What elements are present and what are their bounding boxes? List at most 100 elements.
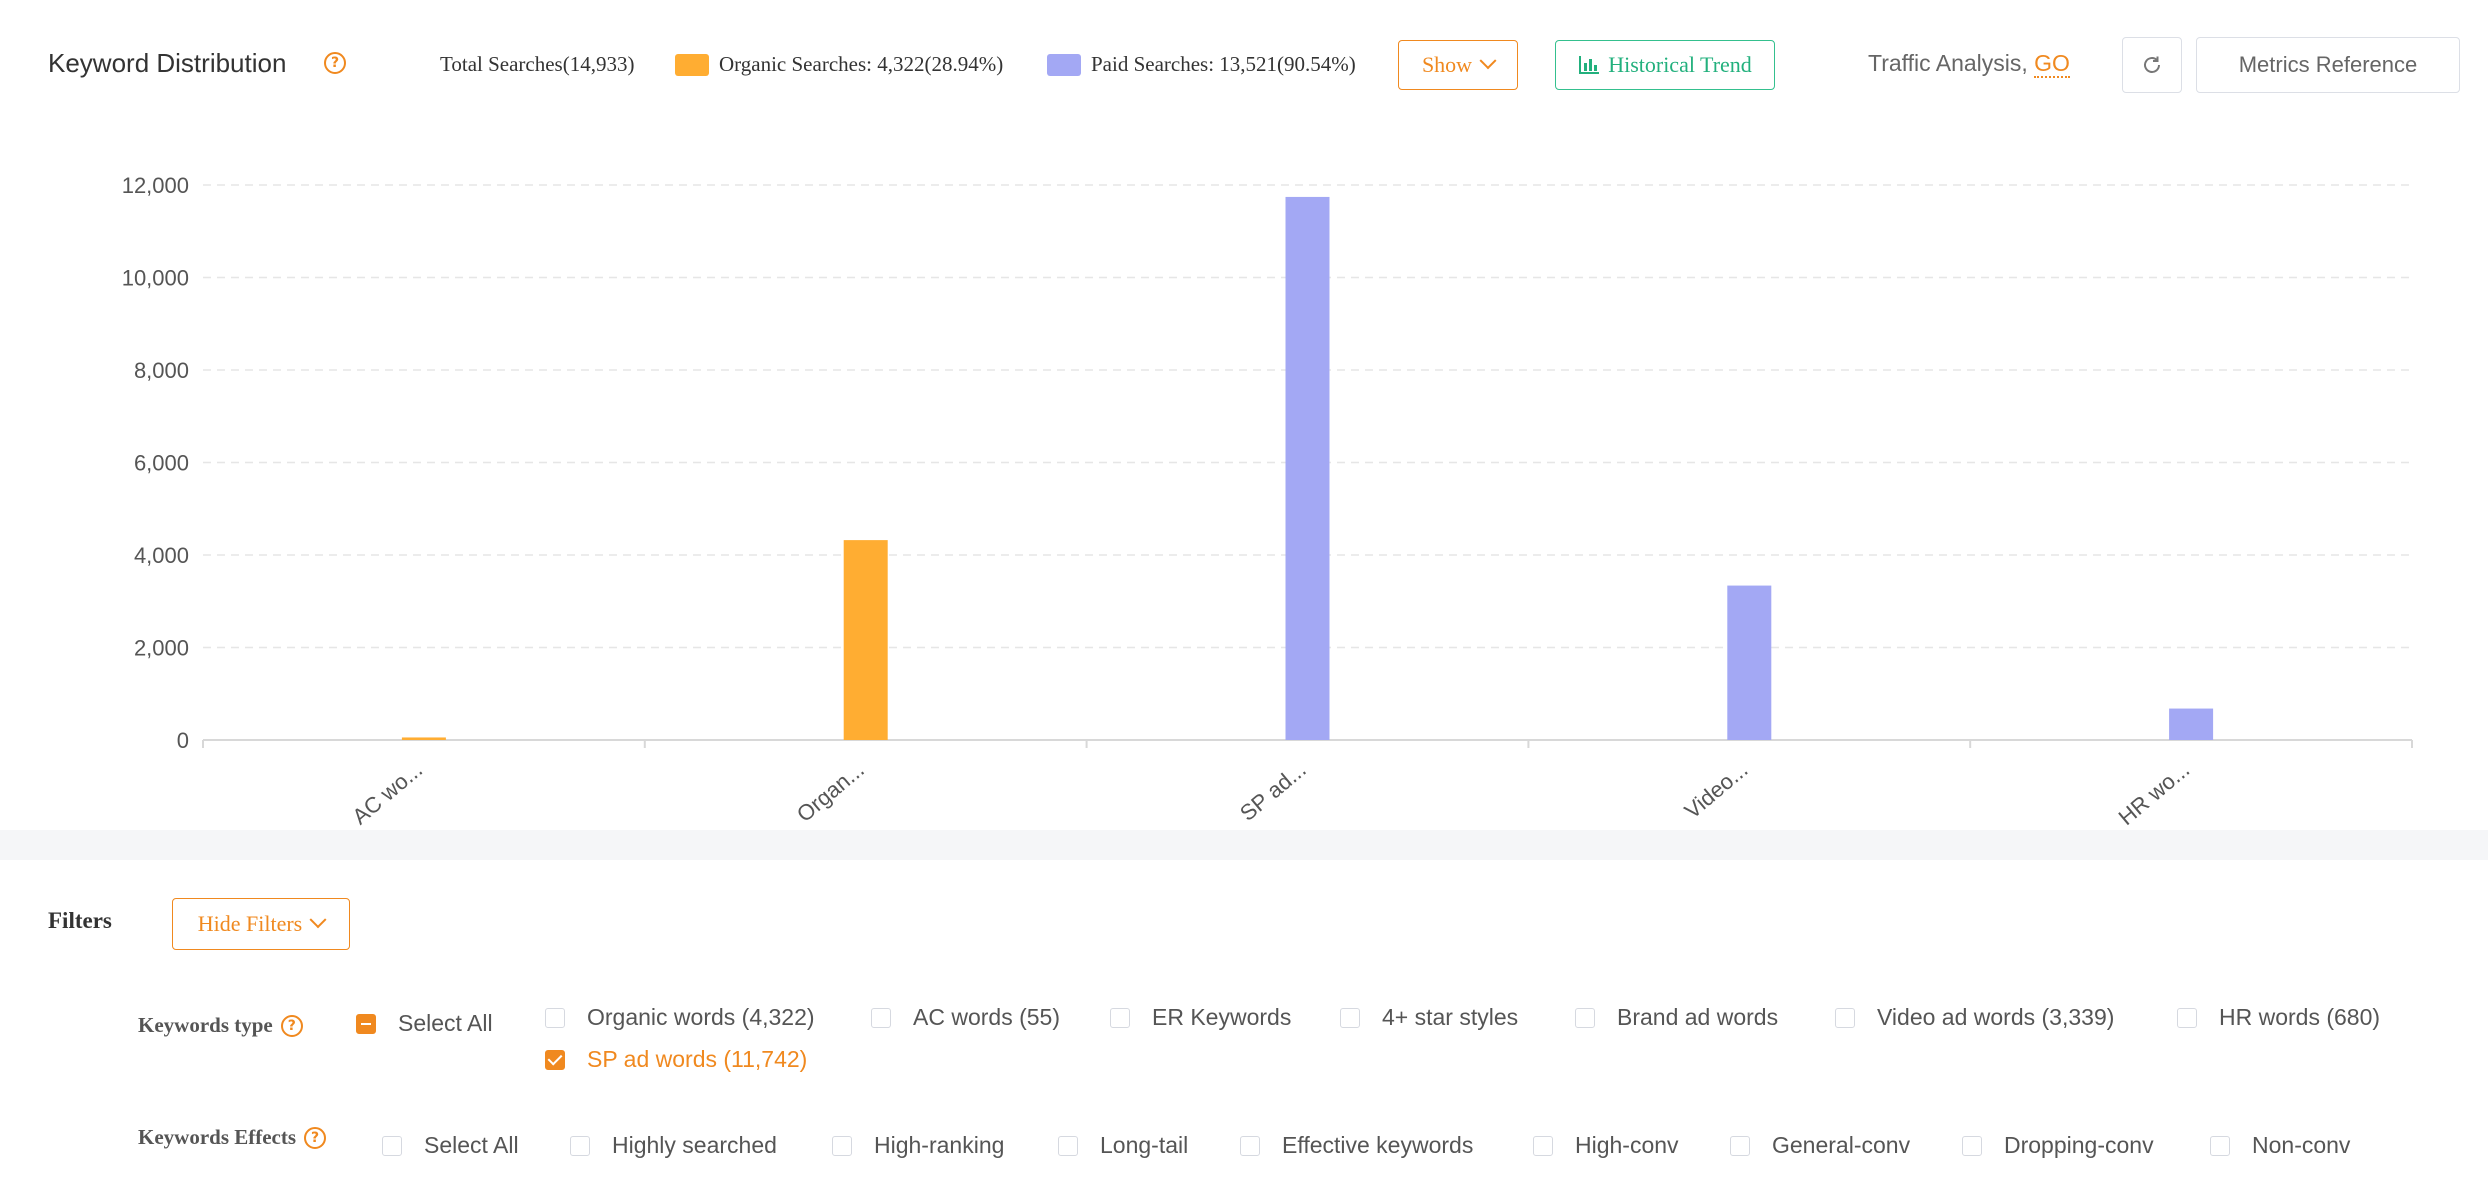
option-label: Dropping-conv — [2004, 1132, 2154, 1158]
go-link[interactable]: GO — [2034, 50, 2070, 78]
effects-long-tail[interactable]: Long-tail — [1058, 1132, 1188, 1159]
option-label: ER Keywords — [1152, 1004, 1292, 1030]
historical-trend-label: Historical Trend — [1608, 52, 1752, 77]
section-divider — [0, 830, 2488, 860]
bar-organic — [843, 540, 888, 740]
option-label: AC words (55) — [913, 1004, 1060, 1030]
effects-non-conv[interactable]: Non-conv — [2210, 1132, 2350, 1159]
type-brand-ad-words[interactable]: Brand ad words — [1575, 1004, 1778, 1031]
checkbox[interactable] — [2177, 1007, 2197, 1028]
type-video-ad-words[interactable]: Video ad words (3,339) — [1835, 1004, 2114, 1031]
refresh-button[interactable] — [2122, 37, 2182, 93]
checkbox[interactable] — [832, 1135, 852, 1156]
checkbox[interactable] — [382, 1135, 402, 1156]
chevron-down-icon — [1479, 52, 1497, 70]
organic-swatch — [675, 53, 709, 76]
traffic-analysis-text: Traffic Analysis, — [1868, 50, 2028, 76]
option-label: Select All — [424, 1132, 519, 1158]
help-icon[interactable]: ? — [280, 1014, 303, 1037]
option-label: HR words (680) — [2219, 1004, 2381, 1030]
option-label: High-ranking — [874, 1132, 1005, 1158]
checkbox[interactable] — [1730, 1135, 1750, 1156]
option-label: 4+ star styles — [1382, 1004, 1519, 1030]
type-hr-words[interactable]: HR words (680) — [2177, 1004, 2380, 1031]
help-icon[interactable]: ? — [324, 52, 346, 74]
x-tick-label: SP ad... — [1235, 757, 1311, 826]
checkbox[interactable] — [545, 1049, 565, 1070]
y-tick-label: 2,000 — [134, 636, 189, 661]
keyword-distribution-panel: Keyword Distribution ? Total Searches(14… — [0, 0, 2488, 831]
keywords-type-text: Keywords type — [138, 1013, 273, 1037]
bar-paid — [2169, 708, 2214, 740]
checkbox[interactable] — [1110, 1007, 1130, 1028]
bar-organic — [401, 737, 446, 740]
keywords-type-label: Keywords type ? — [138, 1013, 303, 1038]
x-tick-label: HR wo... — [2114, 757, 2195, 830]
option-label: SP ad words (11,742) — [587, 1046, 808, 1072]
hide-filters-label: Hide Filters — [197, 911, 303, 936]
metrics-reference-button[interactable]: Metrics Reference — [2196, 37, 2460, 93]
y-tick-label: 10,000 — [122, 266, 189, 291]
show-dropdown-button[interactable]: Show — [1398, 40, 1518, 90]
legend-paid[interactable]: Paid Searches: 13,521(90.54%) — [1047, 52, 1356, 77]
keywords-effects-text: Keywords Effects — [138, 1125, 297, 1149]
y-tick-label: 8,000 — [134, 358, 189, 383]
bar-paid — [1727, 585, 1772, 740]
type-4-star-styles[interactable]: 4+ star styles — [1340, 1004, 1518, 1031]
bar-paid — [1285, 196, 1330, 740]
effects-general-conv[interactable]: General-conv — [1730, 1132, 1910, 1159]
option-label: Long-tail — [1100, 1132, 1189, 1158]
help-icon[interactable]: ? — [304, 1126, 327, 1149]
x-tick-label: AC wo... — [347, 757, 427, 830]
legend-total-searches: Total Searches(14,933) — [440, 52, 635, 76]
option-label: Organic words (4,322) — [587, 1004, 815, 1030]
checkbox[interactable] — [1340, 1007, 1360, 1028]
option-label: Effective keywords — [1282, 1132, 1474, 1158]
show-label: Show — [1421, 52, 1473, 77]
option-label: Video ad words (3,339) — [1877, 1004, 2115, 1030]
effects-high-ranking[interactable]: High-ranking — [832, 1132, 1004, 1159]
option-label: Brand ad words — [1617, 1004, 1779, 1030]
y-tick-label: 4,000 — [134, 543, 189, 568]
checkbox[interactable] — [1240, 1135, 1260, 1156]
option-label: Highly searched — [612, 1132, 777, 1158]
option-label: High-conv — [1575, 1132, 1679, 1158]
select-all-checkbox[interactable] — [356, 1013, 376, 1034]
type-select-all[interactable]: Select All — [356, 1010, 493, 1037]
effects-highly-searched[interactable]: Highly searched — [570, 1132, 777, 1159]
bar-chart-icon — [1579, 56, 1600, 74]
y-tick-label: 12,000 — [122, 173, 189, 198]
historical-trend-button[interactable]: Historical Trend — [1555, 40, 1775, 90]
paid-swatch — [1047, 53, 1081, 76]
hide-filters-button[interactable]: Hide Filters — [172, 898, 350, 950]
checkbox[interactable] — [2210, 1135, 2230, 1156]
type-er-keywords[interactable]: ER Keywords — [1110, 1004, 1291, 1031]
traffic-analysis: Traffic Analysis, GO — [1868, 50, 2070, 78]
option-label: General-conv — [1772, 1132, 1911, 1158]
checkbox[interactable] — [1533, 1135, 1553, 1156]
effects-high-conv[interactable]: High-conv — [1533, 1132, 1679, 1159]
filters-title: Filters — [48, 908, 112, 933]
chart-toolbar: Keyword Distribution ? Total Searches(14… — [0, 0, 2488, 130]
checkbox[interactable] — [570, 1135, 590, 1156]
checkbox[interactable] — [545, 1007, 565, 1028]
type-organic-words[interactable]: Organic words (4,322) — [545, 1004, 815, 1031]
chart-area: 0 2,000 4,000 6,000 8,000 10,000 12,000 AC wo..… — [0, 130, 2488, 830]
type-ac-words[interactable]: AC words (55) — [871, 1004, 1060, 1031]
effects-select-all[interactable]: Select All — [382, 1132, 519, 1159]
checkbox[interactable] — [1575, 1007, 1595, 1028]
filters-panel: Filters Hide Filters Keywords type ? Sel… — [0, 860, 2488, 1190]
effects-effective-keywords[interactable]: Effective keywords — [1240, 1132, 1473, 1159]
option-label: Non-conv — [2252, 1132, 2351, 1158]
option-label: Select All — [398, 1010, 493, 1036]
checkbox[interactable] — [1058, 1135, 1078, 1156]
type-sp-ad-words[interactable]: SP ad words (11,742) — [545, 1046, 807, 1073]
page-title: Keyword Distribution — [48, 48, 287, 78]
y-tick-label: 6,000 — [134, 451, 189, 476]
checkbox[interactable] — [1962, 1135, 1982, 1156]
legend-paid-label: Paid Searches: 13,521(90.54%) — [1091, 52, 1356, 76]
legend-organic[interactable]: Organic Searches: 4,322(28.94%) — [675, 52, 1003, 77]
checkbox[interactable] — [871, 1007, 891, 1028]
checkbox[interactable] — [1835, 1007, 1855, 1028]
effects-dropping-conv[interactable]: Dropping-conv — [1962, 1132, 2154, 1159]
